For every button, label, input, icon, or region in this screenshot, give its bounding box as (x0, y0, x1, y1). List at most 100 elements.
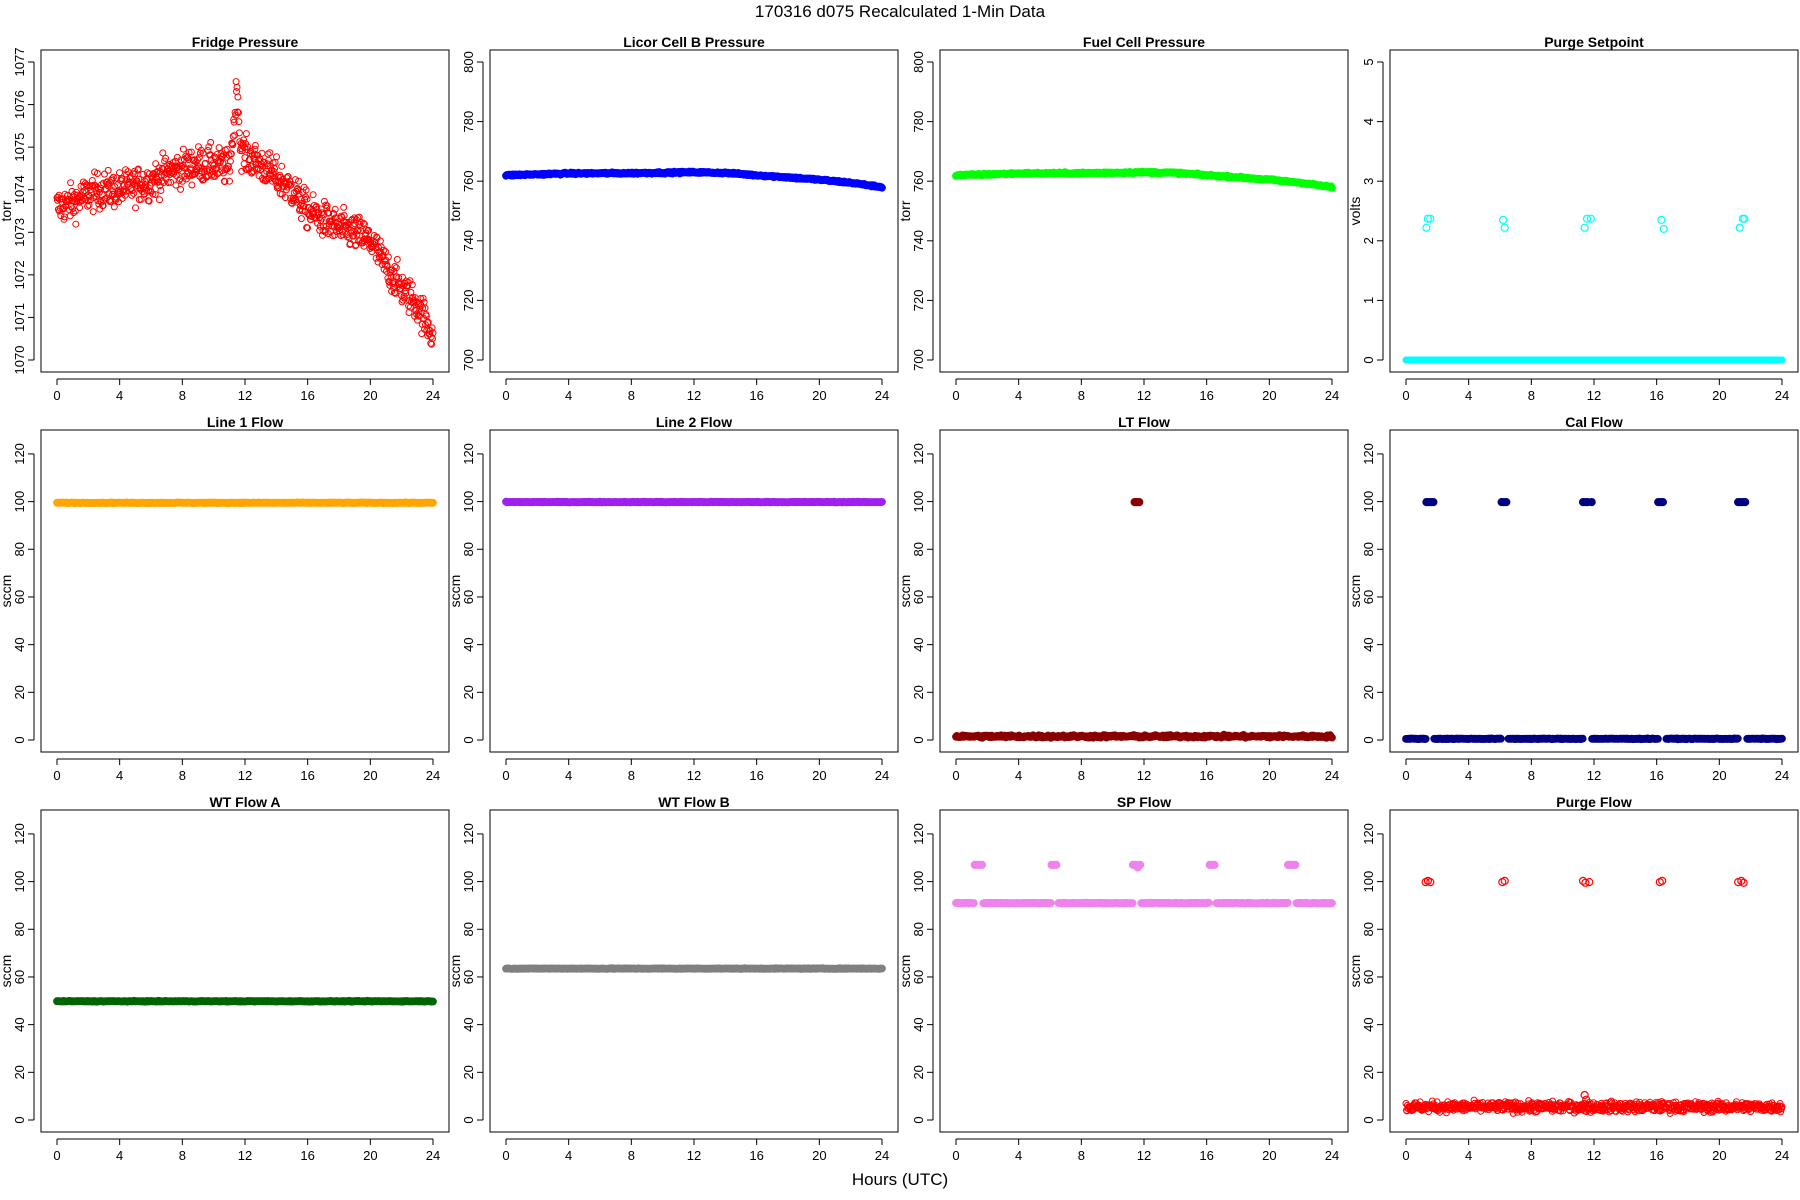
y-tick-label: 120 (461, 823, 476, 845)
data-point (180, 156, 188, 164)
x-tick-label: 0 (53, 768, 60, 783)
data-point (101, 170, 108, 178)
x-tick-label: 0 (952, 388, 959, 403)
x-tick-label: 4 (565, 1148, 572, 1163)
y-tick-label: 4 (1361, 118, 1376, 125)
y-tick-label: 40 (12, 1017, 27, 1031)
panel-title: Fridge Pressure (192, 34, 299, 50)
x-tick-label: 20 (1712, 768, 1726, 783)
data-points (952, 498, 1336, 742)
y-tick-label: 0 (461, 736, 476, 743)
y-tick-label: 1076 (12, 90, 27, 119)
data-point (132, 204, 139, 212)
data-point (1735, 223, 1744, 232)
y-tick-label: 40 (1361, 637, 1376, 651)
data-point (206, 151, 214, 159)
y-axis-label: volts (1347, 197, 1363, 226)
data-point (128, 191, 136, 199)
y-tick-label: 120 (1361, 443, 1376, 465)
y-tick-label: 0 (12, 736, 27, 743)
y-tick-label: 40 (911, 637, 926, 651)
data-point (227, 150, 235, 158)
data-point (160, 179, 168, 186)
y-tick-label: 80 (1361, 542, 1376, 556)
data-point (408, 281, 416, 289)
data-point (93, 170, 101, 177)
y-tick-label: 20 (911, 685, 926, 699)
x-tick-label: 20 (1712, 388, 1726, 403)
x-tick-label: 20 (363, 1148, 377, 1163)
x-tick-label: 24 (875, 768, 889, 783)
x-tick-label: 0 (1402, 388, 1409, 403)
y-tick-label: 0 (1361, 736, 1376, 743)
y-tick-label: 60 (12, 970, 27, 984)
data-point (85, 201, 93, 209)
y-tick-label: 80 (461, 542, 476, 556)
data-point (344, 221, 352, 229)
y-tick-label: 80 (12, 542, 27, 556)
y-tick-label: 1073 (12, 218, 27, 247)
x-tick-label: 4 (1015, 388, 1022, 403)
data-point (1421, 735, 1430, 743)
x-tick-label: 16 (300, 768, 314, 783)
data-point (84, 202, 92, 210)
data-point (424, 318, 432, 326)
data-point (419, 294, 427, 302)
data-point (162, 154, 170, 162)
x-tick-label: 12 (238, 768, 252, 783)
y-tick-label: 0 (461, 1116, 476, 1123)
data-point (234, 93, 242, 101)
data-point (302, 186, 310, 194)
x-tick-label: 12 (687, 768, 701, 783)
y-tick-label: 760 (461, 170, 476, 192)
x-tick-label: 20 (812, 388, 826, 403)
data-point (1135, 498, 1144, 507)
data-points (53, 498, 437, 508)
x-tick-label: 16 (749, 1148, 763, 1163)
data-point (226, 177, 233, 185)
data-point (331, 205, 339, 213)
y-axis-label: sccm (447, 575, 463, 608)
data-point (421, 304, 429, 312)
data-point (318, 214, 326, 222)
data-point (147, 188, 155, 196)
data-point (422, 312, 430, 320)
plot-frame (939, 49, 1349, 373)
data-point (1498, 215, 1508, 224)
data-point (425, 326, 433, 334)
data-point (226, 157, 234, 165)
data-point (71, 207, 79, 215)
plot-frame (1389, 429, 1799, 753)
data-point (304, 224, 311, 232)
data-point (360, 242, 368, 250)
y-tick-label: 740 (911, 230, 926, 252)
data-point (1659, 224, 1668, 233)
data-point (270, 168, 278, 176)
x-tick-label: 4 (116, 1148, 123, 1163)
y-axis-label: torr (447, 200, 463, 221)
data-point (878, 498, 886, 506)
y-tick-label: 120 (461, 443, 476, 465)
x-tick-label: 12 (1587, 768, 1601, 783)
x-tick-label: 4 (565, 768, 572, 783)
data-point (239, 139, 247, 147)
data-point (240, 136, 248, 144)
x-tick-label: 20 (363, 768, 377, 783)
data-point (229, 141, 237, 149)
y-tick-label: 720 (461, 290, 476, 312)
x-tick-label: 0 (53, 1148, 60, 1163)
y-tick-label: 120 (12, 823, 27, 845)
y-tick-label: 780 (461, 111, 476, 133)
data-point (297, 215, 305, 223)
data-point (427, 333, 435, 341)
data-point (205, 143, 213, 151)
data-point (262, 175, 270, 183)
y-tick-label: 780 (911, 111, 926, 133)
data-point (359, 219, 367, 227)
y-axis-label: torr (0, 200, 14, 221)
data-point (172, 181, 180, 189)
